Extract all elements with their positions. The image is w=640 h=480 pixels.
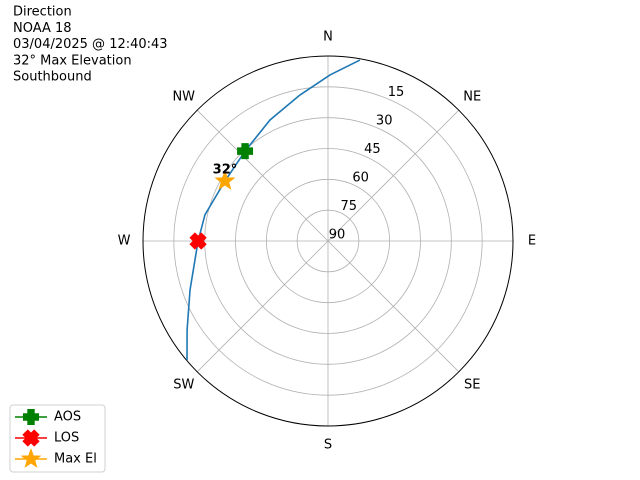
legend-marker [22,429,40,447]
grid-spoke [327,109,460,242]
title-line: Southbound [13,70,92,85]
r-tick-label: 45 [364,142,381,157]
legend-label: AOS [54,410,81,425]
theta-tick-label: W [118,234,131,249]
legend-marker [23,409,39,425]
theta-tick-label: SE [464,378,480,393]
marker-plus [237,143,254,160]
plot-area [186,59,361,361]
track-line [186,59,361,361]
grid-spoke [196,109,329,242]
theta-tick-label: E [528,234,536,249]
legend-label: Max El [54,452,97,467]
title-line: 32° Max Elevation [13,53,132,68]
legend-marker [20,448,42,468]
polar-frame [142,55,514,427]
r-tick-label: 75 [341,199,358,214]
theta-tick-label: NE [463,89,481,104]
theta-tick-label: NW [172,89,195,104]
annotation: 32° [213,163,238,178]
title-line: 03/04/2025 @ 12:40:43 [13,37,168,52]
marker-x [189,232,207,250]
r-tick-label: 60 [352,171,369,186]
grid-spoke [327,240,460,373]
r-tick-label: 30 [376,114,393,129]
grid-spoke [196,240,329,373]
theta-tick-label: S [324,438,332,453]
theta-tick-label: SW [173,378,194,393]
marker-star [214,170,236,190]
title-line: NOAA 18 [13,21,72,36]
legend-label: LOS [54,431,79,446]
r-tick-label: 90 [329,228,346,243]
title-line: Direction [13,5,72,20]
theta-tick-label: N [323,30,333,45]
r-tick-label: 15 [388,85,405,100]
